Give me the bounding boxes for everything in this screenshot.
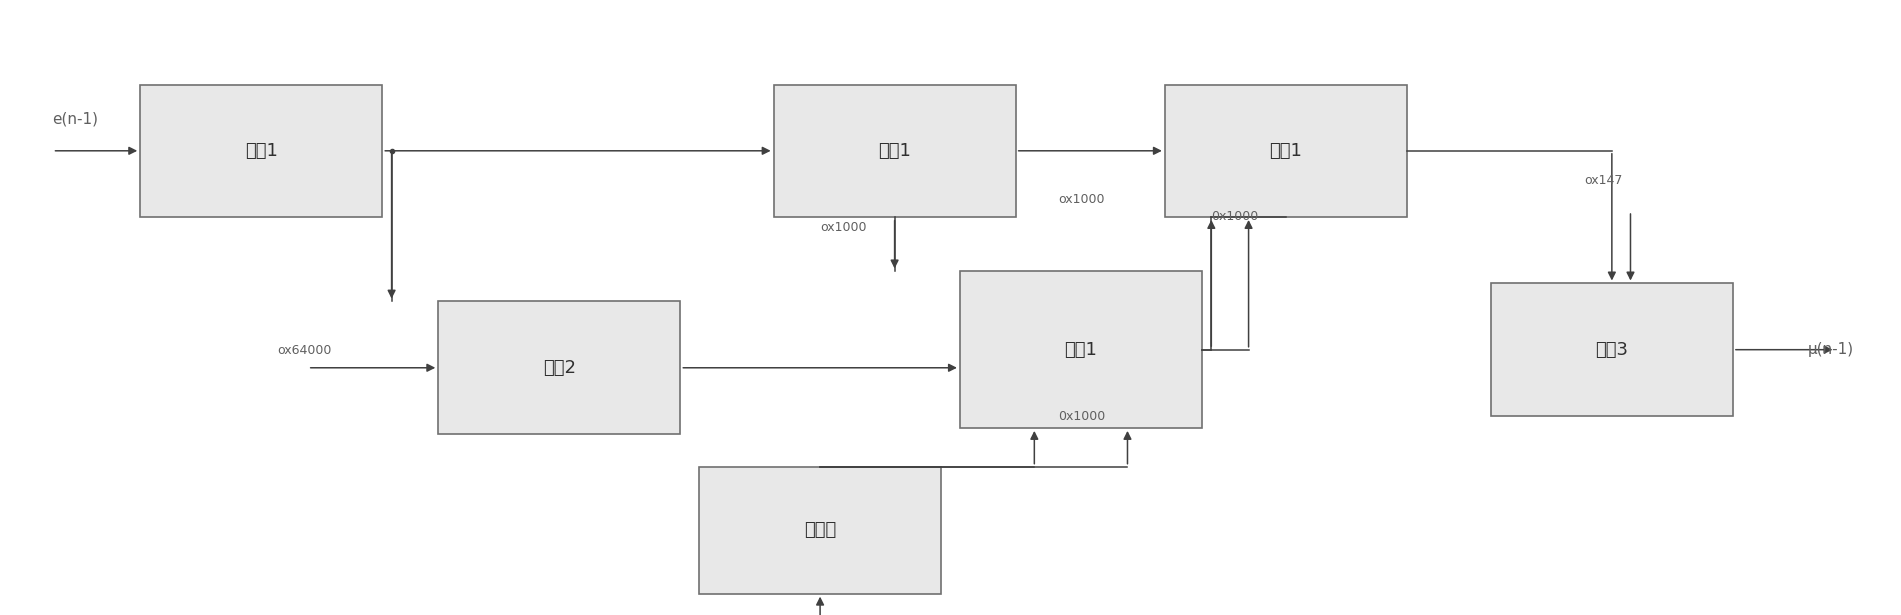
Bar — [1165, 84, 1407, 217]
Bar — [774, 84, 1015, 217]
Text: 除法1: 除法1 — [1065, 341, 1097, 359]
Text: 0x1000: 0x1000 — [1211, 210, 1258, 223]
Text: 减法1: 减法1 — [1270, 142, 1302, 160]
Text: 乘法2: 乘法2 — [544, 359, 576, 377]
Text: μ(n-1): μ(n-1) — [1808, 342, 1853, 357]
Text: ox1000: ox1000 — [819, 221, 867, 234]
Text: 加法1: 加法1 — [878, 142, 911, 160]
Text: ox64000: ox64000 — [278, 344, 333, 357]
Text: 0x1000: 0x1000 — [1059, 410, 1106, 423]
Text: ox147: ox147 — [1584, 174, 1622, 187]
Bar — [1490, 284, 1734, 416]
Text: 乘法1: 乘法1 — [245, 142, 278, 160]
Text: e(n-1): e(n-1) — [53, 112, 99, 127]
Text: 分频器: 分频器 — [804, 522, 836, 539]
Bar — [700, 467, 941, 594]
Bar — [437, 301, 681, 434]
Bar — [960, 271, 1201, 428]
Text: ox1000: ox1000 — [1059, 193, 1104, 206]
Bar — [141, 84, 382, 217]
Text: 乘法3: 乘法3 — [1595, 341, 1629, 359]
